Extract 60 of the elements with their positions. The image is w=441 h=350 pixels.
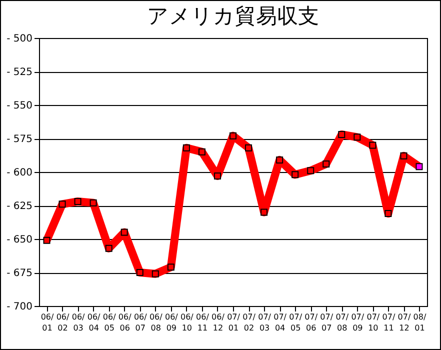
x-tick-label: 06/04: [87, 312, 101, 332]
point: [400, 152, 408, 160]
y-tick-label: - 650: [6, 234, 32, 246]
y-tick-label: - 525: [6, 67, 32, 78]
point: [198, 148, 206, 156]
x-tick-label: 06/02: [56, 312, 70, 332]
x-tick-label: 07/09: [351, 312, 364, 332]
x-tick-label: 06/03: [72, 312, 86, 332]
point: [416, 163, 423, 170]
x-tick-label: 07/12: [398, 312, 411, 332]
point: [230, 132, 236, 140]
point: [338, 130, 346, 138]
point: [167, 264, 174, 271]
y-tick-label: - 700: [6, 302, 32, 312]
x-tick-label: 07/11: [382, 312, 396, 332]
x-tick-label: 06/05: [102, 312, 116, 332]
chart-title: アメリカ貿易収支: [147, 4, 319, 28]
point: [58, 200, 66, 208]
x-tick-label: 06/10: [180, 312, 194, 332]
point: [105, 244, 112, 252]
x-tick-label: 07/10: [366, 312, 380, 332]
y-tick-label: - 575: [6, 134, 32, 145]
point: [260, 208, 268, 216]
point: [152, 270, 159, 278]
point: [369, 142, 376, 149]
y-tick-label: - 675: [6, 268, 32, 279]
point: [322, 160, 330, 168]
y-tick-label: - 600: [6, 168, 32, 178]
point: [276, 156, 284, 164]
point: [74, 198, 82, 205]
x-tick-label: 06/08: [149, 312, 163, 332]
point: [292, 171, 299, 178]
x-tick-label: 06/12: [212, 312, 225, 332]
point: [136, 269, 144, 276]
point: [307, 167, 314, 174]
x-tick-label: 07/02: [242, 312, 256, 332]
x-tick-label: 07/06: [304, 312, 318, 332]
x-tick-label: 06/01: [40, 312, 54, 332]
x-tick-label: 07/08: [336, 312, 349, 332]
x-tick-label: 07/05: [289, 312, 302, 332]
x-tick-label: 07/04: [274, 312, 287, 332]
x-tick-label: 06/11: [196, 312, 210, 332]
x-tick-label: 06/07: [134, 312, 148, 332]
x-tick-label: 08/01: [413, 312, 426, 332]
x-tick-label: 07/03: [258, 312, 272, 332]
y-tick-label: - 550: [6, 100, 32, 112]
point: [214, 172, 221, 180]
point: [245, 144, 252, 152]
y-tick-label: - 500: [6, 34, 32, 44]
y-tick-label: - 625: [6, 201, 32, 212]
point: [182, 144, 190, 152]
point: [354, 134, 361, 141]
x-tick-label: 07/01: [227, 312, 240, 332]
x-tick-label: 06/09: [164, 312, 178, 332]
point: [43, 236, 50, 244]
point: [90, 199, 97, 206]
x-tick-label: 06/06: [118, 312, 132, 332]
x-tick-label: 07/07: [320, 312, 334, 332]
point: [120, 228, 128, 236]
point: [384, 210, 392, 218]
